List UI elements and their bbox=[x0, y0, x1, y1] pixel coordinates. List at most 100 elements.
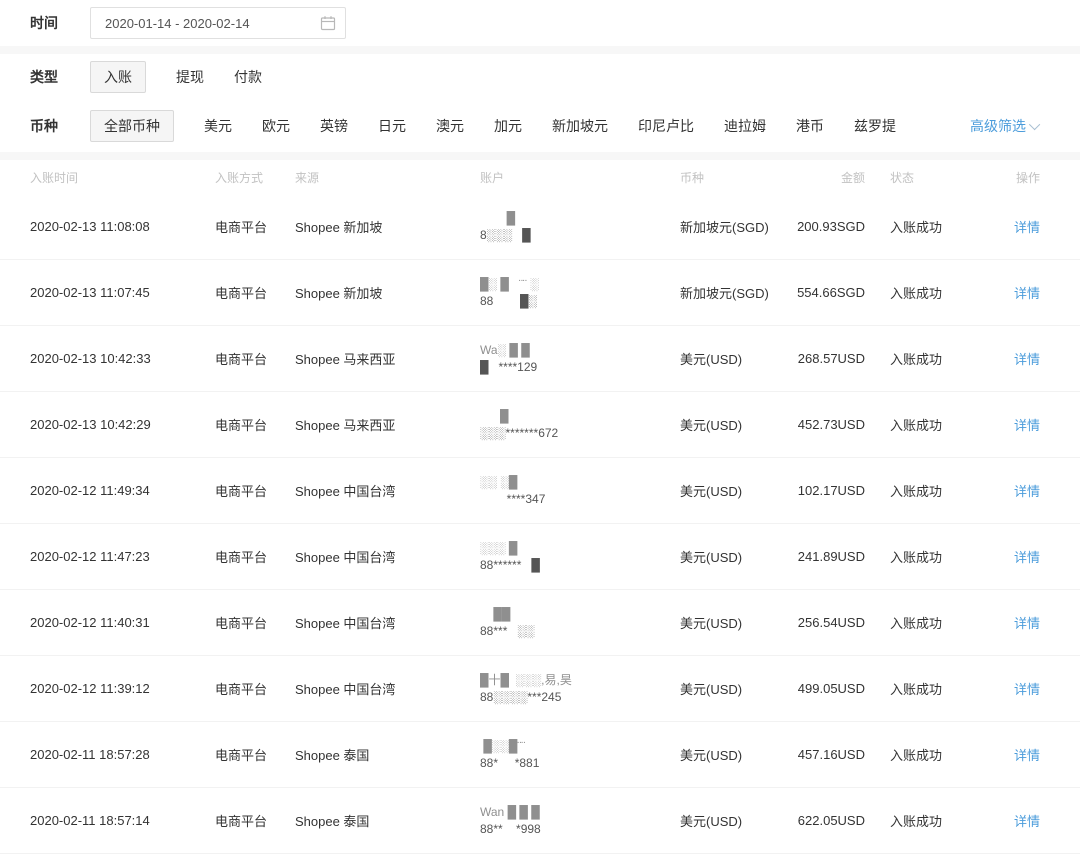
cell-method: 电商平台 bbox=[215, 484, 268, 499]
type-filter-row: 类型 入账 提现 付款 bbox=[0, 54, 1080, 100]
account-redacted-line1: █ bbox=[480, 210, 516, 225]
cell-method: 电商平台 bbox=[215, 220, 268, 235]
cell-source: Shopee 泰国 bbox=[295, 814, 370, 829]
cell-status: 入账成功 bbox=[890, 550, 943, 565]
account-redacted-line1: █░ █ ¨¨ ░ bbox=[480, 276, 539, 291]
currency-option-aud[interactable]: 澳元 bbox=[436, 118, 464, 134]
detail-link[interactable]: 详情 bbox=[1013, 352, 1040, 367]
type-option-withdraw[interactable]: 提现 bbox=[176, 69, 204, 85]
cell-status: 入账成功 bbox=[890, 418, 943, 433]
account-redacted-line1: █ bbox=[480, 408, 509, 423]
currency-option-jpy[interactable]: 日元 bbox=[378, 118, 406, 134]
cell-amount: 622.05USD bbox=[797, 813, 865, 828]
cell-amount: 102.17USD bbox=[797, 483, 865, 498]
table-row: 2020-02-12 11:47:23 电商平台 Shopee 中国台湾 ░░░… bbox=[0, 524, 1080, 590]
cell-currency: 美元(USD) bbox=[680, 748, 743, 763]
currency-option-cad[interactable]: 加元 bbox=[494, 118, 522, 134]
detail-link[interactable]: 详情 bbox=[1013, 286, 1040, 301]
currency-option-sgd[interactable]: 新加坡元 bbox=[552, 118, 608, 134]
cell-account: █ ░░░*******672 bbox=[480, 408, 680, 442]
cell-status: 入账成功 bbox=[890, 484, 943, 499]
col-header-source: 来源 bbox=[295, 170, 320, 185]
type-label: 类型 bbox=[30, 69, 58, 85]
type-option-payment[interactable]: 付款 bbox=[234, 69, 262, 85]
cell-amount: 499.05USD bbox=[797, 681, 865, 696]
col-header-account: 账户 bbox=[480, 170, 505, 185]
table-row: 2020-02-12 11:39:12 电商平台 Shopee 中国台湾 █十█… bbox=[0, 656, 1080, 722]
table-row: 2020-02-13 10:42:29 电商平台 Shopee 马来西亚 █ ░… bbox=[0, 392, 1080, 458]
detail-link[interactable]: 详情 bbox=[1013, 550, 1040, 565]
detail-link[interactable]: 详情 bbox=[1013, 418, 1040, 433]
cell-time: 2020-02-12 11:47:23 bbox=[30, 549, 150, 564]
table-header: 入账时间 入账方式 来源 账户 币种 金额 状态 操作 bbox=[0, 160, 1080, 194]
cell-currency: 美元(USD) bbox=[680, 484, 743, 499]
cell-account: ░░ ░█ ****347 bbox=[480, 474, 680, 508]
account-redacted-line1: Wa░ █ █ bbox=[480, 342, 530, 357]
section-divider bbox=[0, 152, 1080, 160]
account-redacted-line2: 88****** █ bbox=[480, 557, 540, 572]
calendar-icon[interactable] bbox=[320, 15, 336, 31]
cell-source: Shopee 中国台湾 bbox=[295, 616, 396, 631]
advanced-filter-link[interactable]: 高级筛选 bbox=[970, 116, 1041, 136]
type-options: 入账 提现 付款 bbox=[90, 61, 1080, 93]
cell-status: 入账成功 bbox=[890, 220, 943, 235]
currency-option-idr[interactable]: 印尼卢比 bbox=[638, 118, 694, 134]
cell-account: Wa░ █ █ █ ****129 bbox=[480, 342, 680, 376]
cell-source: Shopee 中国台湾 bbox=[295, 550, 396, 565]
table-row: 2020-02-11 18:57:28 电商平台 Shopee 泰国 █░░█¨… bbox=[0, 722, 1080, 788]
cell-currency: 美元(USD) bbox=[680, 682, 743, 697]
cell-source: Shopee 新加坡 bbox=[295, 220, 383, 235]
detail-link[interactable]: 详情 bbox=[1013, 748, 1040, 763]
cell-method: 电商平台 bbox=[215, 814, 268, 829]
table-row: 2020-02-13 10:42:33 电商平台 Shopee 马来西亚 Wa░… bbox=[0, 326, 1080, 392]
cell-method: 电商平台 bbox=[215, 748, 268, 763]
detail-link[interactable]: 详情 bbox=[1013, 220, 1040, 235]
type-option-inbound[interactable]: 入账 bbox=[90, 61, 146, 93]
account-redacted-line1: █十█ ░░░,易,昊 bbox=[480, 672, 572, 687]
date-range-picker bbox=[90, 7, 346, 39]
account-redacted-line1: ░░ ░█ bbox=[480, 474, 518, 489]
cell-source: Shopee 中国台湾 bbox=[295, 682, 396, 697]
cell-amount: 241.89USD bbox=[797, 549, 865, 564]
currency-label: 币种 bbox=[30, 118, 58, 134]
account-redacted-line1: ██ bbox=[480, 606, 511, 621]
detail-link[interactable]: 详情 bbox=[1013, 616, 1040, 631]
date-range-input[interactable] bbox=[90, 7, 346, 39]
cell-amount: 457.16USD bbox=[797, 747, 865, 762]
cell-time: 2020-02-13 10:42:33 bbox=[30, 351, 151, 366]
account-redacted-line2: 88░░░░***245 bbox=[480, 689, 562, 704]
col-header-method: 入账方式 bbox=[215, 170, 264, 185]
col-header-amount: 金额 bbox=[840, 170, 865, 185]
time-filter-row: 时间 bbox=[0, 0, 1080, 46]
detail-link[interactable]: 详情 bbox=[1013, 682, 1040, 697]
cell-account: Wan █ █ █ 88** *998 bbox=[480, 804, 680, 838]
cell-status: 入账成功 bbox=[890, 814, 943, 829]
cell-time: 2020-02-12 11:39:12 bbox=[30, 681, 150, 696]
cell-source: Shopee 马来西亚 bbox=[295, 418, 396, 433]
table-row: 2020-02-13 11:07:45 电商平台 Shopee 新加坡 █░ █… bbox=[0, 260, 1080, 326]
col-header-action: 操作 bbox=[1015, 170, 1040, 185]
account-redacted-line1: █░░█¨¨ bbox=[480, 738, 526, 753]
currency-option-usd[interactable]: 美元 bbox=[204, 118, 232, 134]
cell-amount: 200.93SGD bbox=[797, 219, 865, 234]
cell-method: 电商平台 bbox=[215, 550, 268, 565]
currency-option-hkd[interactable]: 港币 bbox=[796, 118, 824, 134]
currency-option-eur[interactable]: 欧元 bbox=[262, 118, 290, 134]
detail-link[interactable]: 详情 bbox=[1013, 814, 1040, 829]
cell-amount: 268.57USD bbox=[797, 351, 865, 366]
cell-account: ░░░ █ 88****** █ bbox=[480, 540, 680, 574]
cell-status: 入账成功 bbox=[890, 748, 943, 763]
cell-source: Shopee 马来西亚 bbox=[295, 352, 396, 367]
table-row: 2020-02-13 11:08:08 电商平台 Shopee 新加坡 █ 8░… bbox=[0, 194, 1080, 260]
cell-currency: 美元(USD) bbox=[680, 418, 743, 433]
detail-link[interactable]: 详情 bbox=[1013, 484, 1040, 499]
col-header-time: 入账时间 bbox=[30, 170, 79, 185]
account-redacted-line1: ░░░ █ bbox=[480, 540, 518, 555]
cell-account: ██ 88*** ░░ bbox=[480, 606, 680, 640]
currency-option-gbp[interactable]: 英镑 bbox=[320, 118, 348, 134]
currency-option-pln[interactable]: 兹罗提 bbox=[854, 118, 896, 134]
col-header-currency: 币种 bbox=[680, 170, 705, 185]
currency-option-aed[interactable]: 迪拉姆 bbox=[724, 118, 766, 134]
cell-currency: 美元(USD) bbox=[680, 352, 743, 367]
currency-option-all[interactable]: 全部币种 bbox=[90, 110, 174, 142]
